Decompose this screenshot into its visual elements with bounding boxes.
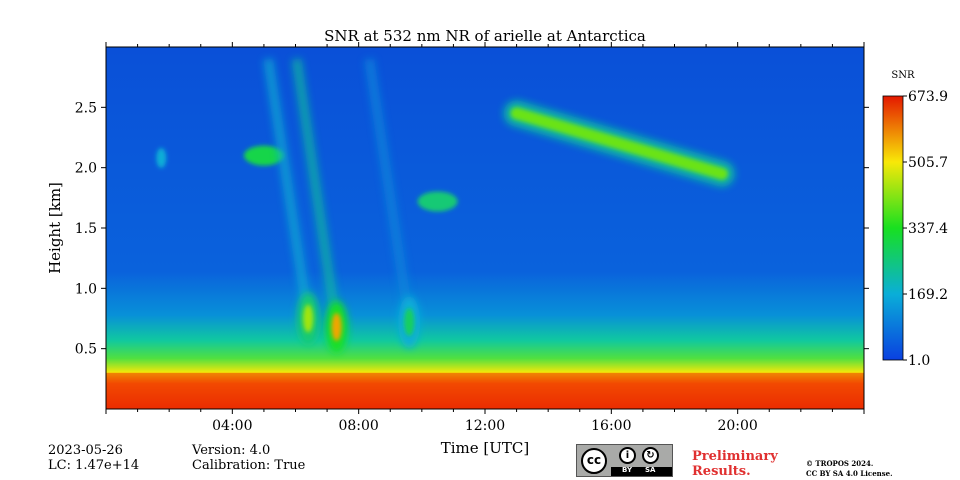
colorbar: [882, 95, 904, 361]
x-tick-label: 20:00: [717, 418, 757, 434]
x-tick-label: 16:00: [591, 418, 631, 434]
footer-lc: LC: 1.47e+14: [48, 458, 140, 473]
cc-logo-icon: cc: [581, 448, 607, 474]
colorbar-tick-label: 337.4: [908, 221, 948, 237]
cloud: [156, 148, 167, 169]
heatmap-features: [106, 58, 864, 409]
colorbar-title: SNR: [891, 70, 915, 81]
x-axis: 04:00 08:00 12:00 16:00 20:00: [105, 42, 865, 434]
footer-version: Version: 4.0: [192, 443, 271, 458]
plume-trail: [291, 58, 342, 328]
y-tick-label: 1.0: [75, 281, 97, 297]
colorbar-ticks: 1.0 169.2 337.4 505.7 673.9: [903, 89, 948, 369]
attribution-icon: i: [619, 447, 636, 464]
heatmap-background: [106, 47, 864, 409]
surface-layer: [106, 372, 864, 409]
x-axis-label: Time [UTC]: [441, 439, 530, 457]
y-axis-label: Height [km]: [46, 182, 64, 274]
colorbar-tick-label: 1.0: [908, 353, 930, 369]
y-tick-label: 2.5: [75, 100, 97, 116]
cc-by-label: BY: [622, 466, 633, 474]
cloud-band: [510, 107, 728, 180]
footer-calibration: Calibration: True: [192, 458, 306, 473]
x-tick-label: 08:00: [338, 418, 378, 434]
plume-trail: [263, 58, 314, 320]
preliminary-notice-line2: Results.: [692, 464, 751, 479]
plume: [303, 304, 314, 333]
y-tick-label: 0.5: [75, 342, 97, 358]
cc-sa-label: SA: [645, 466, 656, 474]
copyright-line2: CC BY SA 4.0 License.: [806, 469, 893, 478]
colorbar-tick-label: 673.9: [908, 89, 948, 105]
colorbar-tick-label: 169.2: [908, 287, 948, 303]
plume-trail: [364, 58, 415, 323]
y-tick-label: 2.0: [75, 161, 97, 177]
cloud: [243, 145, 284, 166]
chart-title: SNR at 532 nm NR of arielle at Antarctic…: [324, 27, 646, 45]
x-tick-label: 04:00: [212, 418, 252, 434]
cc-license-badge: cc i ↻ BY SA: [576, 444, 673, 477]
x-tick-label: 12:00: [465, 418, 505, 434]
plume: [331, 312, 342, 341]
y-tick-label: 1.5: [75, 221, 97, 237]
share-alike-icon: ↻: [642, 447, 659, 464]
preliminary-notice-line1: Preliminary: [692, 449, 778, 464]
y-axis: 0.5 1.0 1.5 2.0 2.5: [75, 100, 869, 358]
plume: [404, 308, 415, 337]
footer-date: 2023-05-26: [48, 443, 123, 458]
cloud: [417, 191, 458, 212]
colorbar-tick-label: 505.7: [908, 155, 948, 171]
copyright-line1: © TROPOS 2024.: [806, 459, 874, 468]
